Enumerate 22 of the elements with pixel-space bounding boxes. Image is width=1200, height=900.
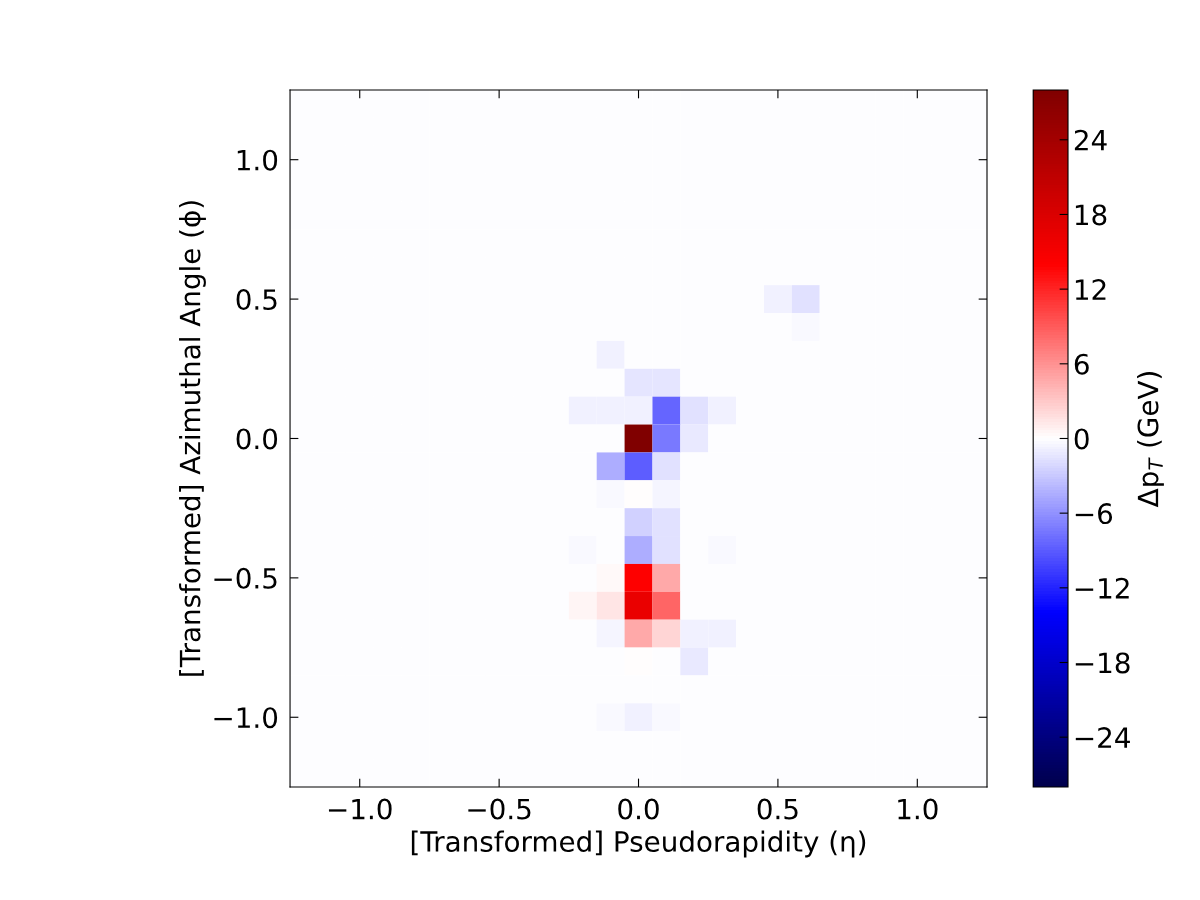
y-tick-label: 0.5 (236, 289, 277, 311)
color-bar-label: −24 (1075, 727, 1130, 748)
x-tick-label: 1.0 (898, 798, 938, 820)
y-tick-label: 0.0 (236, 428, 278, 450)
y-tick-label: −1.0 (214, 707, 278, 729)
y-tick-label: 1.0 (237, 149, 278, 171)
color-bar-title: Δp$_{T}$ (GeV) (1137, 372, 1164, 508)
color-bar-label: 6 (1074, 353, 1089, 375)
color-bar-label: 0 (1074, 428, 1089, 450)
color-bar-label: −6 (1075, 503, 1113, 525)
x-tick-label: −1.0 (328, 798, 392, 820)
x-tick-label: 0.0 (618, 798, 659, 820)
color-bar-label: 18 (1075, 204, 1107, 226)
color-bar-label: −12 (1075, 577, 1129, 599)
x-tick-label: −0.5 (468, 798, 531, 820)
color-bar-label: 24 (1074, 129, 1107, 151)
y-tick-label: −0.5 (214, 567, 277, 589)
x-axis-title: [Transformed] Pseudorapidity (η) (411, 830, 866, 858)
x-tick-label: 0.5 (757, 798, 798, 820)
color-bar-label: −18 (1075, 652, 1130, 674)
color-bar-label: 12 (1075, 279, 1106, 300)
y-axis-title: [Transformed] Azimuthal Angle (ϕ) (179, 201, 206, 676)
